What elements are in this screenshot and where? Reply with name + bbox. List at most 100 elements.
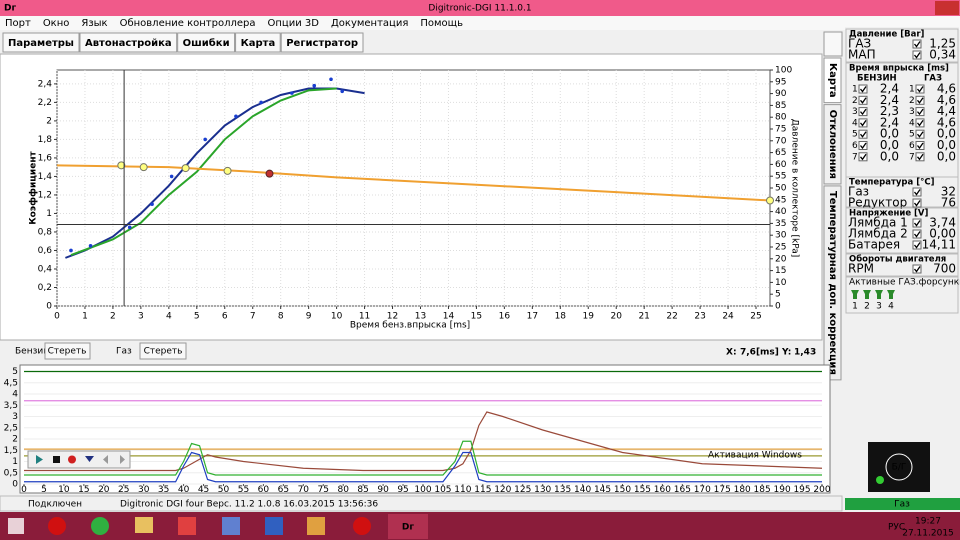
side-tab[interactable] bbox=[823, 185, 842, 381]
x-axis-label: Время бенз.впрыска [ms] bbox=[350, 321, 470, 331]
data-point bbox=[88, 244, 93, 248]
menu-item[interactable]: Порт bbox=[5, 18, 31, 29]
menu-item[interactable]: Язык bbox=[81, 18, 107, 29]
tab[interactable] bbox=[2, 32, 80, 53]
checkbox[interactable] bbox=[858, 84, 868, 94]
x-tick-label: 165 bbox=[674, 485, 691, 495]
folder-icon[interactable] bbox=[135, 517, 153, 533]
tab[interactable] bbox=[79, 32, 178, 53]
readout-value: 700 bbox=[933, 262, 956, 276]
minimize[interactable] bbox=[895, 1, 915, 15]
y-tick-label: 1,5 bbox=[4, 446, 18, 456]
checkbox[interactable] bbox=[858, 107, 868, 117]
tab[interactable] bbox=[235, 32, 281, 53]
side-tab[interactable] bbox=[823, 57, 842, 104]
x-tick-label: 180 bbox=[734, 485, 751, 495]
y-tick-label: 1 bbox=[12, 457, 18, 467]
tab-label[interactable]: Регистратор bbox=[286, 38, 358, 49]
check-mark bbox=[916, 97, 924, 104]
mail-icon[interactable] bbox=[91, 517, 109, 535]
checkbox[interactable] bbox=[912, 240, 922, 250]
x-tick-label: 6 bbox=[222, 312, 228, 322]
y-readout-label: Y: bbox=[781, 348, 791, 358]
checkbox[interactable] bbox=[912, 39, 922, 49]
play[interactable] bbox=[36, 455, 43, 464]
checkbox[interactable] bbox=[915, 118, 925, 128]
checkbox[interactable] bbox=[858, 95, 868, 105]
x-tick-label: 22 bbox=[666, 312, 677, 322]
tab[interactable] bbox=[177, 32, 236, 53]
section-title: Активные ГАЗ.форсунки bbox=[849, 278, 960, 288]
active-app-label[interactable]: Dг bbox=[402, 523, 414, 533]
checkbox[interactable] bbox=[915, 84, 925, 94]
checkbox[interactable] bbox=[915, 129, 925, 139]
checkbox[interactable] bbox=[858, 118, 868, 128]
checkbox[interactable] bbox=[912, 218, 922, 228]
start-button[interactable] bbox=[8, 518, 24, 534]
app-icon-1[interactable] bbox=[178, 517, 196, 535]
checkbox[interactable] bbox=[915, 107, 925, 117]
close[interactable] bbox=[935, 1, 959, 15]
clock-date[interactable]: 27.11.2015 bbox=[902, 529, 954, 539]
group-box bbox=[845, 28, 959, 63]
clear-petrol[interactable] bbox=[44, 342, 91, 360]
x-tick-label: 155 bbox=[634, 485, 651, 495]
x-tick-label: 65 bbox=[278, 485, 289, 495]
app-icon-3[interactable] bbox=[265, 517, 283, 535]
tab-label[interactable]: Карта bbox=[241, 38, 276, 49]
menu-item[interactable]: Опции 3D bbox=[268, 18, 320, 29]
checkbox[interactable] bbox=[912, 198, 922, 208]
x-tick-label: 150 bbox=[614, 485, 631, 495]
checkbox[interactable] bbox=[915, 152, 925, 162]
checkbox[interactable] bbox=[915, 141, 925, 150]
side-tab-label[interactable]: Карта bbox=[827, 63, 838, 98]
checkbox[interactable] bbox=[912, 229, 922, 239]
language[interactable]: РУС bbox=[888, 523, 905, 533]
checkbox[interactable] bbox=[858, 141, 868, 150]
menu-item[interactable]: Обновление контроллера bbox=[120, 18, 256, 29]
check-mark bbox=[913, 189, 921, 196]
app-icon-4[interactable] bbox=[307, 517, 325, 535]
side-tab-label[interactable]: Отклонения bbox=[827, 110, 838, 179]
prev[interactable] bbox=[103, 455, 108, 464]
series-line bbox=[24, 440, 822, 476]
tab-label[interactable]: Параметры bbox=[8, 38, 74, 49]
opera-icon-2[interactable] bbox=[353, 517, 371, 535]
cylinder-number: 5 bbox=[909, 130, 915, 140]
clear-gas-label[interactable]: Стереть bbox=[144, 347, 183, 357]
y-tick-label: 4,5 bbox=[4, 378, 18, 388]
clear-gas[interactable] bbox=[139, 342, 187, 360]
checkbox[interactable] bbox=[912, 264, 922, 274]
readout-value: 0,00 bbox=[929, 227, 956, 241]
side-tab[interactable] bbox=[823, 104, 842, 185]
clock-time[interactable]: 19:27 bbox=[915, 517, 941, 527]
checkbox[interactable] bbox=[912, 187, 922, 197]
x-tick-label: 200 bbox=[813, 485, 830, 495]
checkbox[interactable] bbox=[912, 50, 922, 60]
mode-label: Газ bbox=[894, 500, 910, 510]
checkbox[interactable] bbox=[858, 129, 868, 139]
tab-label[interactable]: Ошибки bbox=[183, 37, 230, 49]
app-icon-2[interactable] bbox=[222, 517, 240, 535]
next[interactable] bbox=[120, 455, 125, 464]
opera-icon[interactable] bbox=[48, 517, 66, 535]
menu-item[interactable]: Помощь bbox=[420, 18, 463, 29]
series-line bbox=[65, 87, 365, 259]
checkbox[interactable] bbox=[915, 95, 925, 105]
side-icon[interactable] bbox=[823, 31, 843, 57]
menu-item[interactable]: Документация bbox=[331, 18, 408, 29]
group-box bbox=[845, 276, 959, 314]
stop[interactable] bbox=[53, 456, 60, 463]
injector-label: 3 bbox=[876, 302, 882, 312]
menu-item[interactable]: Окно bbox=[43, 18, 70, 29]
maximize[interactable] bbox=[915, 1, 935, 15]
clear-petrol-label[interactable]: Стереть bbox=[48, 347, 87, 357]
down[interactable] bbox=[85, 456, 94, 462]
side-tab-label[interactable]: Температурная доп. коррекция bbox=[827, 191, 838, 375]
tab[interactable] bbox=[280, 32, 364, 53]
y-tick-label: 0,4 bbox=[38, 264, 53, 274]
tab-label[interactable]: Автонастройка bbox=[85, 38, 172, 49]
record[interactable] bbox=[68, 455, 76, 464]
checkbox[interactable] bbox=[858, 152, 868, 162]
active-app[interactable] bbox=[388, 514, 428, 539]
